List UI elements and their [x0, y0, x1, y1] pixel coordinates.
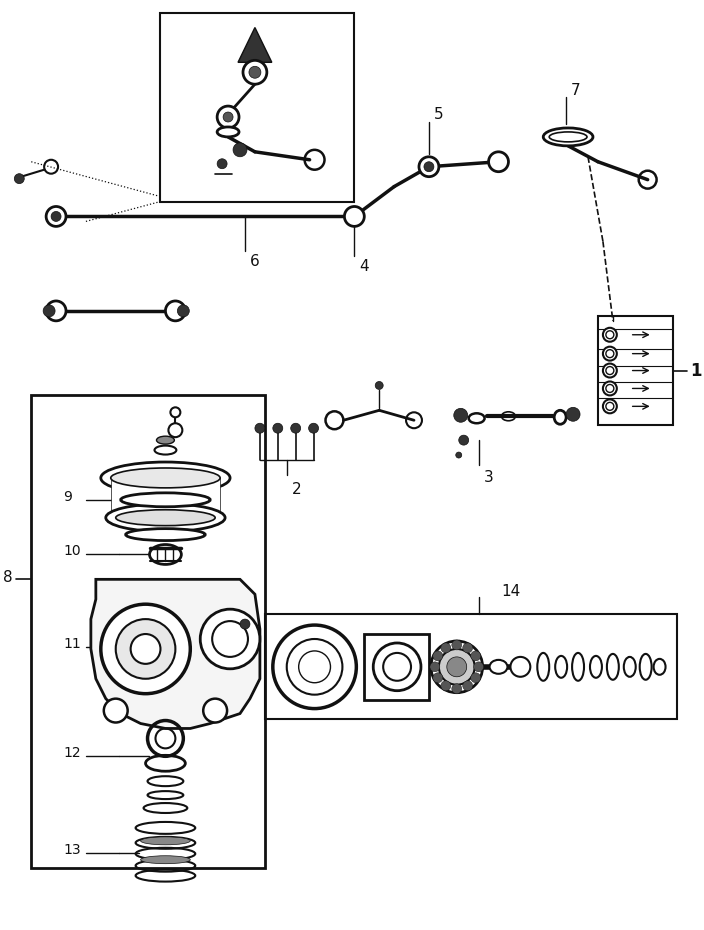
Circle shape	[419, 157, 439, 177]
Circle shape	[459, 435, 469, 445]
Circle shape	[249, 66, 261, 78]
Circle shape	[51, 211, 61, 221]
Circle shape	[510, 657, 530, 677]
Circle shape	[455, 452, 462, 458]
Circle shape	[603, 381, 617, 395]
Circle shape	[471, 672, 481, 683]
Circle shape	[566, 407, 580, 421]
Circle shape	[344, 206, 364, 226]
Circle shape	[170, 407, 180, 418]
Circle shape	[603, 347, 617, 361]
Text: 3: 3	[484, 471, 494, 485]
Ellipse shape	[141, 856, 190, 864]
Circle shape	[243, 60, 267, 85]
Circle shape	[43, 305, 55, 317]
Text: 11: 11	[63, 637, 81, 651]
Circle shape	[474, 662, 484, 671]
Circle shape	[439, 649, 474, 684]
Ellipse shape	[141, 837, 190, 844]
Text: 13: 13	[63, 843, 81, 857]
Circle shape	[373, 643, 421, 691]
Circle shape	[200, 609, 260, 669]
Circle shape	[430, 662, 440, 671]
Ellipse shape	[156, 436, 175, 445]
Text: 14: 14	[501, 584, 521, 599]
Ellipse shape	[115, 510, 215, 525]
Circle shape	[168, 423, 182, 437]
Text: 10: 10	[63, 544, 81, 559]
Circle shape	[101, 604, 190, 694]
Circle shape	[46, 206, 66, 226]
Circle shape	[165, 301, 185, 321]
Ellipse shape	[111, 468, 220, 488]
Ellipse shape	[120, 493, 210, 507]
Circle shape	[441, 643, 451, 653]
Circle shape	[433, 651, 443, 661]
Circle shape	[375, 381, 383, 390]
Bar	[598, 316, 672, 425]
Circle shape	[489, 152, 508, 172]
Circle shape	[603, 327, 617, 341]
Circle shape	[431, 641, 483, 693]
Ellipse shape	[101, 462, 230, 494]
Circle shape	[463, 643, 472, 653]
Circle shape	[273, 423, 283, 433]
Circle shape	[46, 301, 66, 321]
Circle shape	[452, 684, 462, 694]
Circle shape	[217, 159, 227, 168]
Circle shape	[103, 698, 127, 723]
Bar	[161, 13, 354, 202]
Circle shape	[603, 399, 617, 413]
Polygon shape	[91, 579, 260, 728]
Text: 4: 4	[359, 259, 369, 273]
Bar	[364, 634, 429, 699]
Circle shape	[273, 625, 356, 709]
Circle shape	[454, 408, 467, 422]
Text: 1: 1	[691, 362, 702, 379]
Circle shape	[424, 162, 434, 172]
Text: 5: 5	[434, 107, 444, 122]
Ellipse shape	[149, 545, 182, 565]
Bar	[31, 395, 265, 868]
Ellipse shape	[543, 128, 593, 146]
Circle shape	[217, 106, 239, 128]
Circle shape	[447, 657, 467, 677]
Polygon shape	[238, 28, 272, 62]
Circle shape	[203, 698, 227, 723]
Circle shape	[471, 651, 481, 661]
Circle shape	[603, 364, 617, 378]
Circle shape	[308, 423, 318, 433]
Circle shape	[463, 681, 472, 691]
Ellipse shape	[106, 504, 225, 532]
Circle shape	[291, 423, 301, 433]
Text: 2: 2	[291, 483, 301, 498]
Circle shape	[233, 143, 247, 157]
Circle shape	[240, 619, 250, 629]
Circle shape	[255, 423, 265, 433]
Ellipse shape	[154, 445, 177, 455]
Text: 9: 9	[63, 490, 72, 504]
Circle shape	[177, 305, 189, 317]
Ellipse shape	[126, 528, 205, 540]
Circle shape	[14, 174, 24, 183]
Bar	[111, 478, 220, 518]
Ellipse shape	[217, 127, 239, 137]
Ellipse shape	[469, 413, 484, 423]
Ellipse shape	[554, 410, 566, 424]
Circle shape	[433, 672, 443, 683]
Bar	[265, 614, 677, 719]
Text: 12: 12	[63, 747, 81, 761]
Text: 8: 8	[4, 570, 13, 585]
Circle shape	[115, 619, 175, 679]
Circle shape	[441, 681, 451, 691]
Text: 6: 6	[250, 254, 260, 269]
Ellipse shape	[489, 660, 508, 674]
Text: 7: 7	[571, 83, 581, 98]
Circle shape	[452, 640, 462, 650]
Circle shape	[131, 634, 161, 664]
Circle shape	[223, 112, 233, 122]
